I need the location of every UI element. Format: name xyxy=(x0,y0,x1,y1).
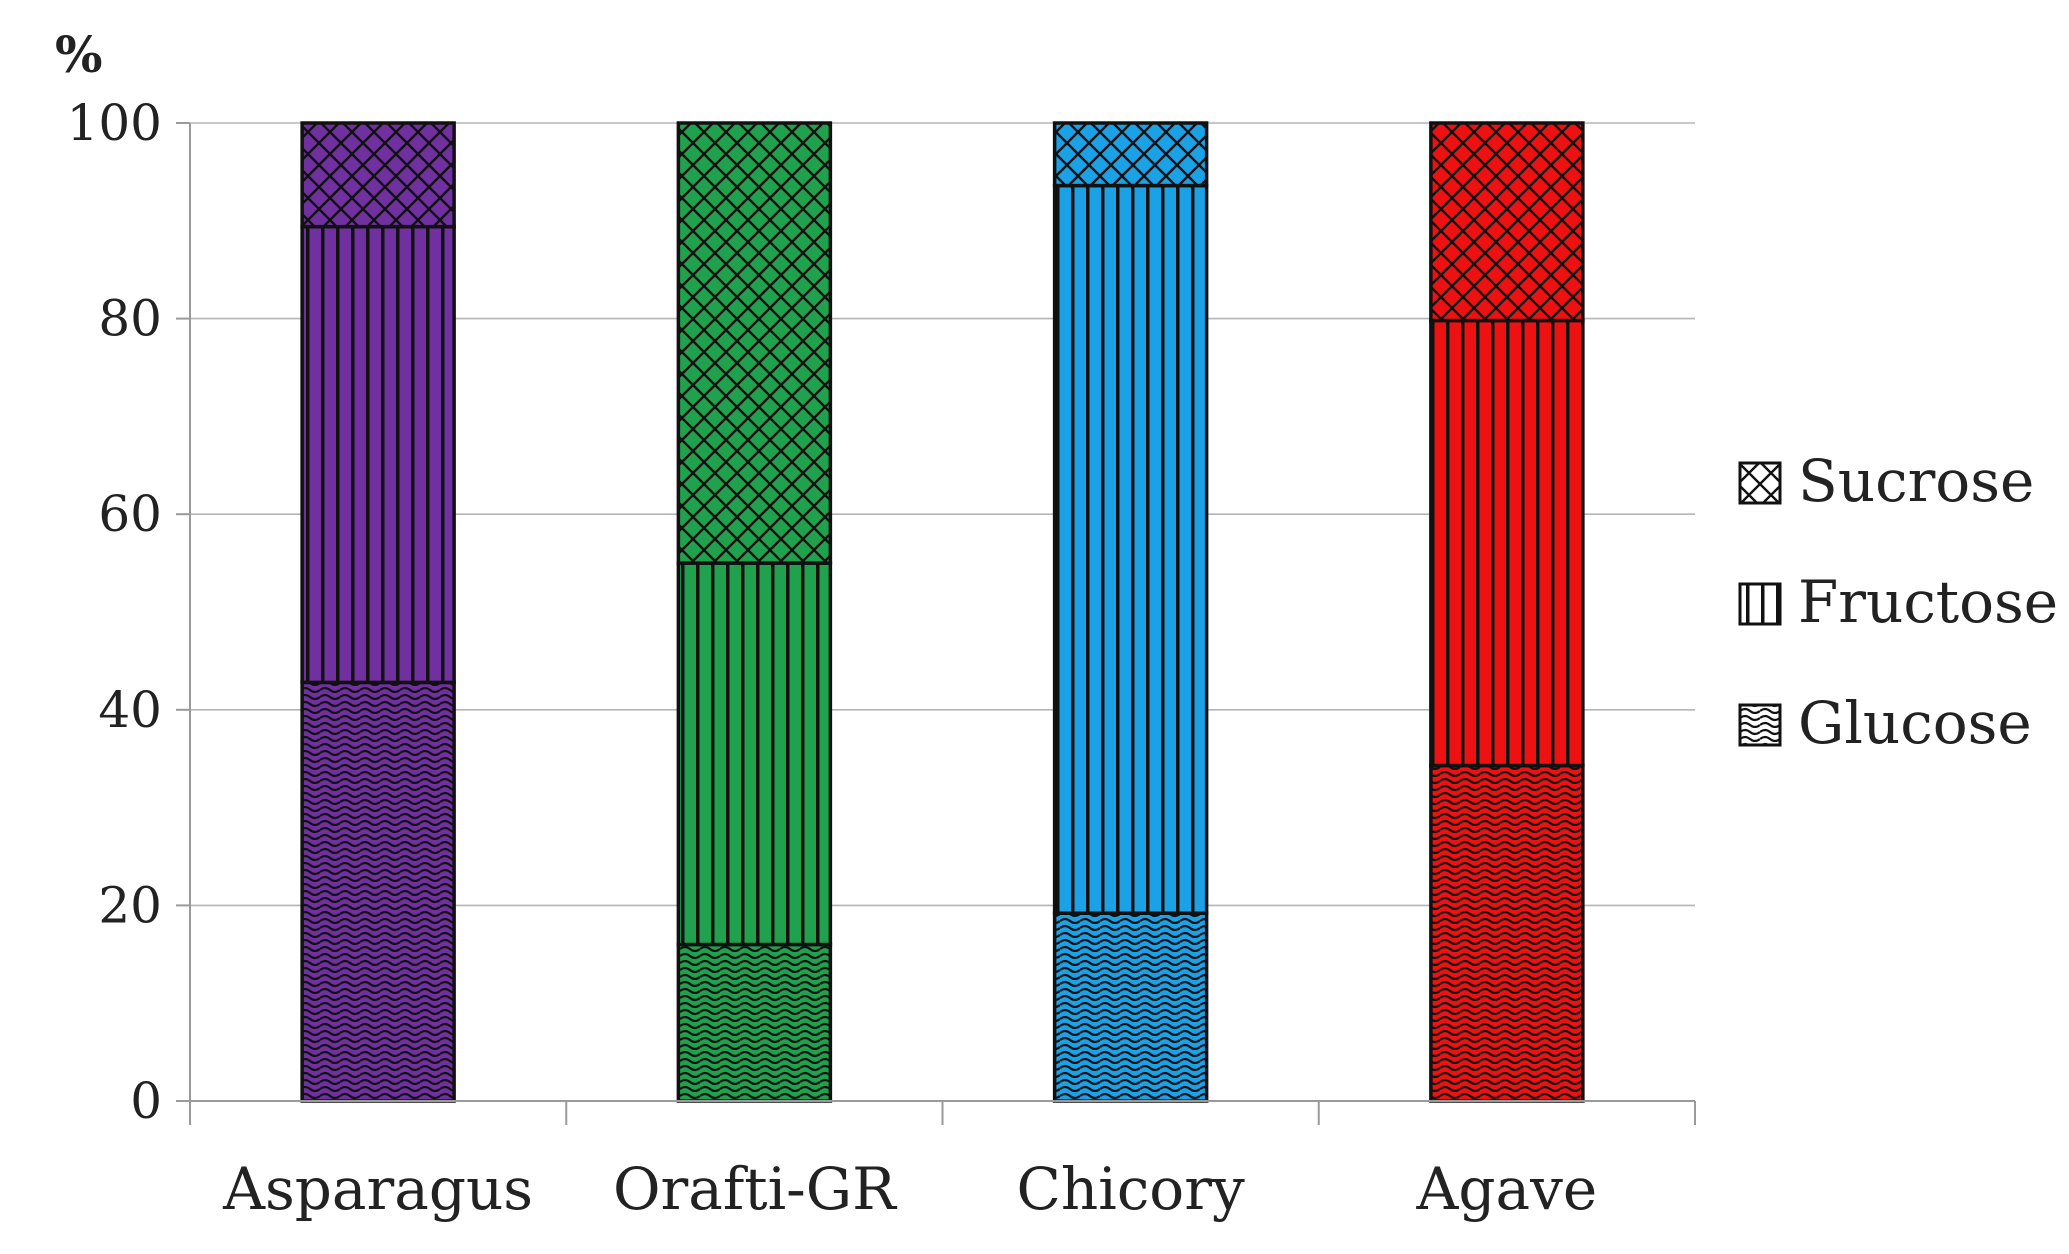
bar-asparagus-glucose xyxy=(300,680,456,1103)
legend-swatch-sucrose xyxy=(1738,461,1782,505)
bars xyxy=(300,121,1585,1103)
bar-chicory-sucrose xyxy=(1052,121,1209,188)
x-category-label: Agave xyxy=(1416,1155,1598,1223)
legend-swatch-fructose xyxy=(1738,582,1782,626)
bar-agave-glucose xyxy=(1429,763,1585,1103)
y-tick-label: 0 xyxy=(130,1072,162,1130)
bar-chicory-fructose xyxy=(1052,183,1209,915)
legend-label-glucose: Glucose xyxy=(1798,689,2032,757)
bar-orafti-gr-sucrose xyxy=(676,121,833,565)
bar-agave-fructose xyxy=(1429,318,1585,768)
x-category-label: Orafti-GR xyxy=(613,1155,898,1223)
bar-asparagus-fructose xyxy=(300,224,456,685)
bar-orafti-gr-fructose xyxy=(676,561,833,947)
legend-swatch-glucose xyxy=(1738,703,1782,747)
y-tick-label: 100 xyxy=(67,94,162,152)
legend-label-sucrose: Sucrose xyxy=(1798,447,2034,515)
y-tick-label: 60 xyxy=(98,485,162,543)
y-tick-label: 20 xyxy=(98,876,162,934)
y-tick-label: 80 xyxy=(98,290,162,348)
x-category-label: Chicory xyxy=(1017,1155,1245,1223)
y-axis-unit-label: % xyxy=(55,25,103,84)
axes: 0 20 40 60 80 100 Asparagus Orafti-GR Chicory Aga… xyxy=(67,94,1696,1223)
bar-orafti-gr-glucose xyxy=(676,942,833,1103)
bar-agave-sucrose xyxy=(1429,121,1585,323)
bar-asparagus-sucrose xyxy=(300,121,456,229)
bar-chicory-glucose xyxy=(1052,911,1209,1103)
legend-label-fructose: Fructose xyxy=(1798,568,2058,636)
legend: Sucrose Fructose Glucose xyxy=(1738,447,2058,757)
x-category-label: Asparagus xyxy=(222,1155,533,1223)
y-tick-label: 40 xyxy=(98,681,162,739)
